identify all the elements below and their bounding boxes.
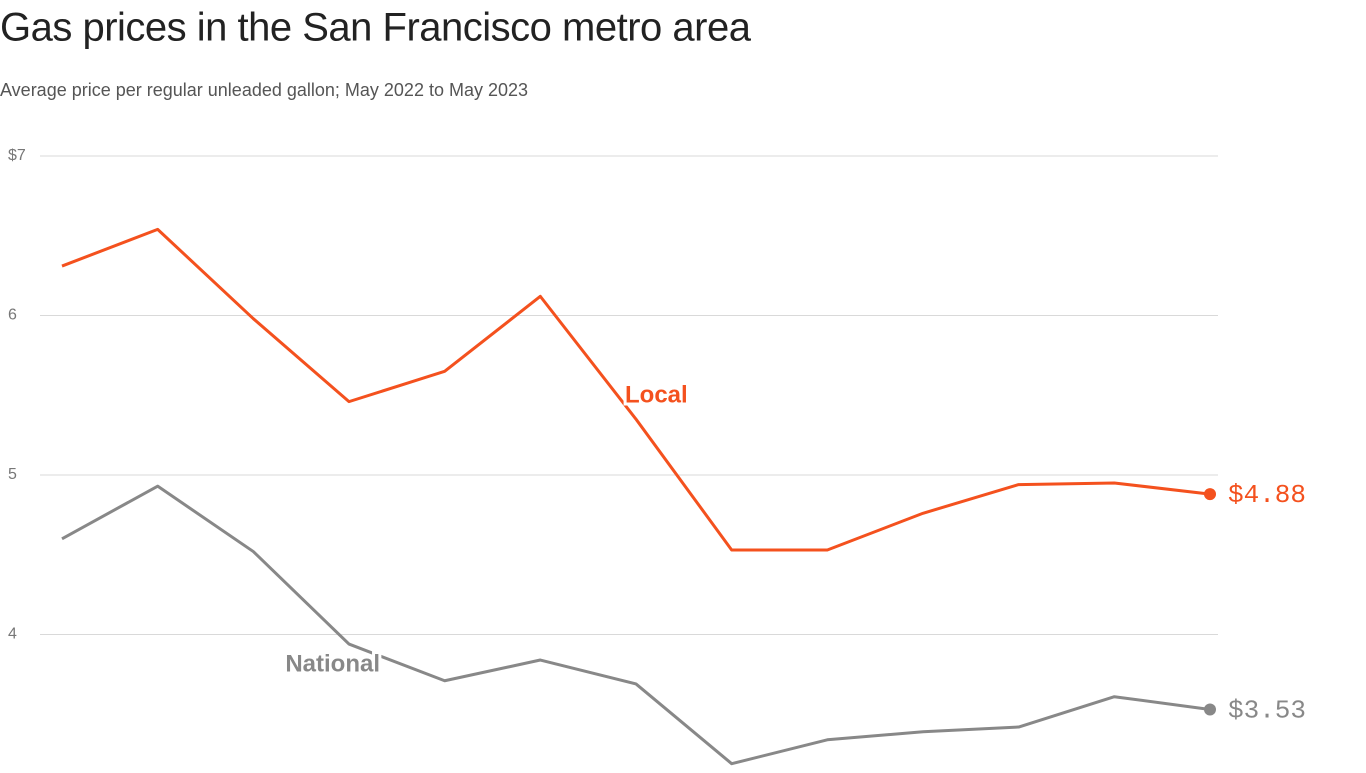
series-line <box>61 227 1211 552</box>
series-label: Local <box>625 381 688 408</box>
y-tick-label: 5 <box>8 466 17 483</box>
y-tick-label: 6 <box>8 307 17 324</box>
series-line <box>61 484 1211 766</box>
y-tick-label: 4 <box>8 626 17 643</box>
value-label: $3.53 <box>1228 695 1306 725</box>
y-tick-label: $7 <box>8 147 26 164</box>
chart-subtitle: Average price per regular unleaded gallo… <box>0 80 528 100</box>
value-label: $4.88 <box>1228 480 1306 510</box>
end-point <box>1204 488 1216 501</box>
end-point <box>1204 703 1216 716</box>
chart-title: Gas prices in the San Francisco metro ar… <box>0 6 752 50</box>
series-label: National <box>285 650 380 677</box>
